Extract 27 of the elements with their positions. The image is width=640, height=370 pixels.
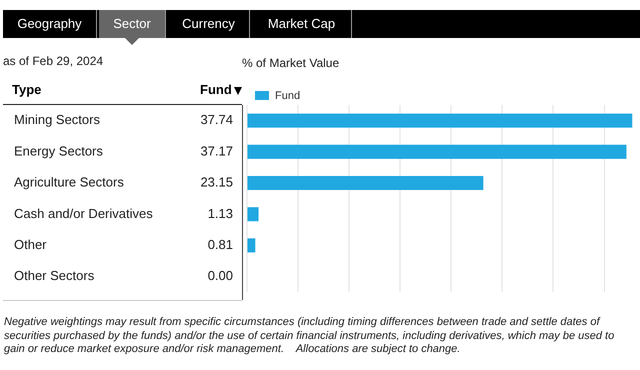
data-label: 23.15 xyxy=(200,174,233,190)
y-tick-label: Agriculture Sectors xyxy=(14,174,124,190)
bar xyxy=(248,144,626,159)
y-tick-label: Energy Sectors xyxy=(14,143,104,158)
y-tick-label: Other xyxy=(14,236,48,252)
text: Geography xyxy=(3,10,97,38)
text: Sector xyxy=(99,10,166,38)
bar xyxy=(248,114,632,128)
bar xyxy=(248,238,256,252)
data-label: 1.13 xyxy=(208,206,233,221)
y-tick-label: Cash and/or Derivatives xyxy=(14,206,154,221)
legend-label: Fund xyxy=(275,90,300,102)
text: Market Cap xyxy=(252,10,352,38)
text: Negative weightings may result from specific circumstances (including timing differences between trade and settle dates of securities purchased by the funds) and/or the use of certain financial instruments, including derivatives, which may be used to gain or reduce market exposure and/or risk management. Allocations are subject to change. xyxy=(4,316,616,356)
data-label: 37.74 xyxy=(200,112,233,128)
bar xyxy=(248,176,484,190)
bar xyxy=(248,207,259,222)
text: Fund xyxy=(200,82,232,97)
chart-title: % of Market Value xyxy=(242,56,340,70)
y-axis-title: Type xyxy=(12,82,42,97)
text: Currency xyxy=(168,10,250,38)
data-label: 0.81 xyxy=(208,236,233,252)
y-tick-label: Mining Sectors xyxy=(14,112,100,128)
data-label: 0.00 xyxy=(208,268,233,284)
y-tick-label: Other Sectors xyxy=(14,268,95,284)
text: as of Feb 29, 2024 xyxy=(3,54,104,68)
data-label: 37.17 xyxy=(200,143,233,158)
